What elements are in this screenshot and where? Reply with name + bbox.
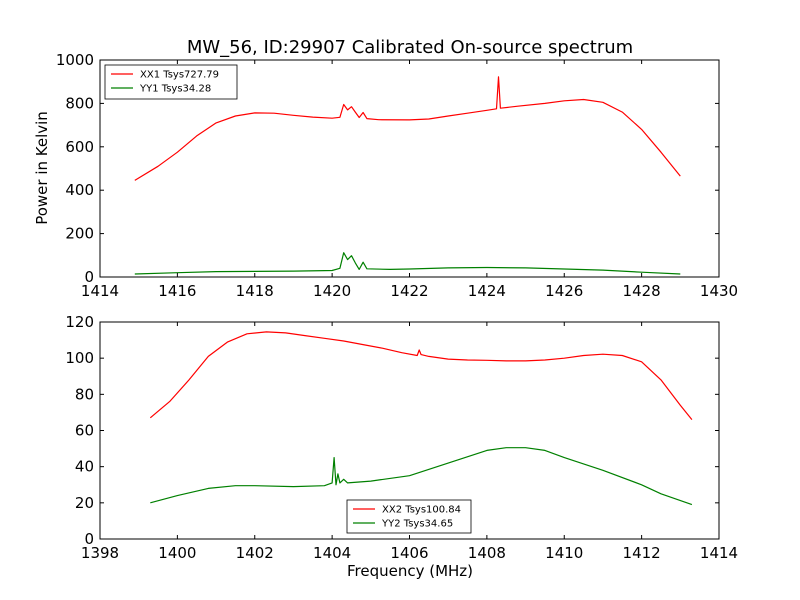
top-chart-series-line-2 bbox=[134, 252, 681, 275]
bottom-chart-ytick-label: 80 bbox=[75, 385, 94, 403]
top-chart-ytick-label: 400 bbox=[65, 181, 94, 199]
top-chart-title: MW_56, ID:29907 Calibrated On-source spe… bbox=[187, 37, 633, 58]
bottom-chart-xtick-label: 1414 bbox=[700, 544, 738, 562]
top-chart-panel: 1414 1416 1418 1420 1422 1424 1426 1428 1430 0 200… bbox=[56, 51, 738, 300]
bottom-chart-xtick-label: 1402 bbox=[236, 544, 274, 562]
bottom-chart-xtick-label: 1406 bbox=[390, 544, 428, 562]
bottom-chart-xtick-label: 1404 bbox=[313, 544, 351, 562]
top-chart-ylabel: Power in Kelvin bbox=[33, 111, 51, 225]
bottom-chart-ytick-label: 60 bbox=[75, 422, 94, 440]
bottom-chart-legend-box bbox=[346, 499, 472, 534]
top-chart-legend-label: YY1 Tsys34.28 bbox=[139, 84, 211, 95]
top-chart-xtick-label: 1428 bbox=[623, 282, 661, 300]
bottom-chart-ytick-label: 0 bbox=[84, 530, 94, 548]
bottom-chart-ytick-label: 40 bbox=[75, 458, 94, 476]
bottom-chart-series-line-2 bbox=[150, 447, 693, 506]
bottom-chart-ytick-label: 100 bbox=[65, 349, 94, 367]
top-chart-xtick-label: 1424 bbox=[468, 282, 506, 300]
bottom-chart-ytick-label: 120 bbox=[65, 313, 94, 331]
top-chart-series-line-1 bbox=[134, 76, 681, 181]
bottom-chart-xtick-label: 1412 bbox=[623, 544, 661, 562]
top-chart-ytick-label: 200 bbox=[65, 225, 94, 243]
bottom-chart-series-line-1 bbox=[149, 331, 693, 420]
top-chart-xtick-label: 1418 bbox=[236, 282, 274, 300]
bottom-chart-legend-label: YY2 Tsys34.65 bbox=[381, 519, 453, 530]
top-chart-xtick-label: 1414 bbox=[81, 282, 119, 300]
top-chart-ytick-label: 800 bbox=[65, 94, 94, 112]
top-chart-xtick-label: 1430 bbox=[700, 282, 738, 300]
bottom-chart-xtick-label: 1400 bbox=[158, 544, 196, 562]
top-chart-ytick-label: 600 bbox=[65, 138, 94, 156]
bottom-chart-panel: 1398 1400 1402 1404 1406 1408 1410 1412 1414 0 20 4… bbox=[65, 313, 738, 562]
bottom-chart-xtick-label: 1408 bbox=[468, 544, 506, 562]
top-chart-xtick-label: 1426 bbox=[545, 282, 583, 300]
bottom-chart-ytick-label: 20 bbox=[75, 494, 94, 512]
top-chart-ytick-label: 1000 bbox=[56, 51, 94, 69]
top-chart-xtick-label: 1416 bbox=[158, 282, 196, 300]
top-chart-xtick-label: 1420 bbox=[313, 282, 351, 300]
top-chart-legend-label: XX1 Tsys727.79 bbox=[140, 70, 219, 81]
bottom-chart-legend-label: XX2 Tsys100.84 bbox=[382, 505, 461, 516]
bottom-chart-xtick-label: 1410 bbox=[545, 544, 583, 562]
top-chart-legend-box bbox=[104, 64, 238, 100]
top-chart-xtick-label: 1422 bbox=[390, 282, 428, 300]
bottom-chart-xlabel: Frequency (MHz) bbox=[347, 562, 473, 580]
top-chart-ytick-label: 0 bbox=[84, 268, 94, 286]
bottom-chart-xtick-label: 1398 bbox=[81, 544, 119, 562]
